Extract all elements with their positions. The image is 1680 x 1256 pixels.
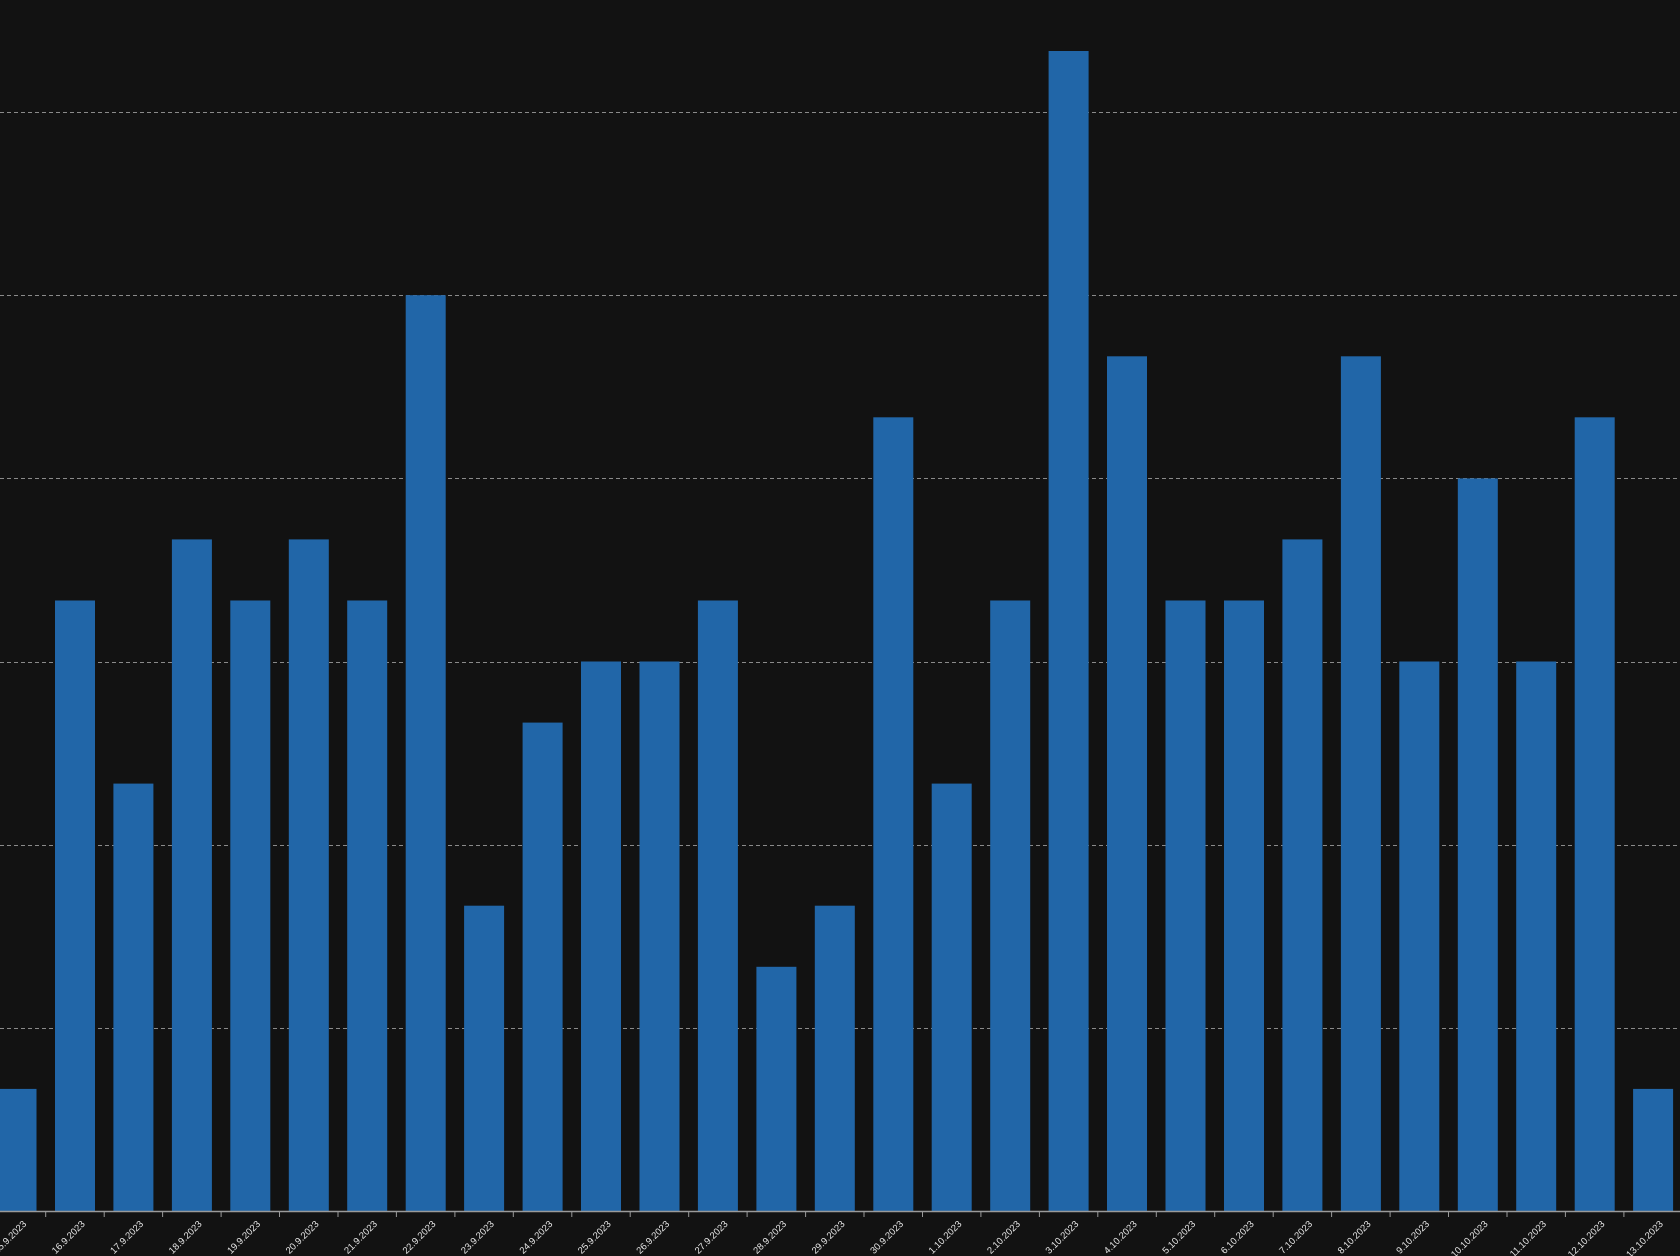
- bar-9.10.2023[interactable]: [1399, 661, 1440, 1212]
- bar-4.10.2023[interactable]: [1107, 356, 1147, 1211]
- bar-24.9.2023[interactable]: [522, 722, 563, 1211]
- x-axis: [0, 1210, 1680, 1217]
- bar-7.10.2023[interactable]: [1282, 539, 1323, 1211]
- bar-10.10.2023[interactable]: [1457, 478, 1498, 1211]
- bar-28.9.2023[interactable]: [756, 966, 797, 1211]
- bar-2.10.2023[interactable]: [990, 600, 1031, 1212]
- bar-30.9.2023[interactable]: [873, 417, 914, 1211]
- bar-11.10.2023[interactable]: [1516, 661, 1557, 1212]
- bar-29.9.2023[interactable]: [814, 905, 855, 1211]
- bar-series: [0, 51, 1674, 1212]
- bar-18.9.2023[interactable]: [171, 539, 212, 1211]
- bar-12.10.2023[interactable]: [1574, 417, 1615, 1211]
- bar-13.10.2023[interactable]: [1633, 1088, 1674, 1211]
- bar-27.9.2023[interactable]: [697, 600, 738, 1212]
- bar-16.9.2023[interactable]: [55, 600, 95, 1212]
- bar-8.10.2023[interactable]: [1340, 356, 1381, 1211]
- bar-15.9.2023[interactable]: [0, 1088, 37, 1211]
- bar-23.9.2023[interactable]: [464, 905, 505, 1211]
- bar-19.9.2023[interactable]: [230, 600, 271, 1212]
- bar-21.9.2023[interactable]: [347, 600, 388, 1212]
- bar-20.9.2023[interactable]: [288, 539, 329, 1211]
- bar-25.9.2023[interactable]: [581, 661, 621, 1212]
- bar-3.10.2023[interactable]: [1048, 51, 1089, 1211]
- bar-22.9.2023[interactable]: [405, 295, 446, 1211]
- bar-17.9.2023[interactable]: [113, 783, 154, 1211]
- bar-5.10.2023[interactable]: [1165, 600, 1206, 1212]
- bar-26.9.2023[interactable]: [639, 661, 680, 1212]
- bar-6.10.2023[interactable]: [1224, 600, 1264, 1212]
- bar-1.10.2023[interactable]: [931, 783, 972, 1211]
